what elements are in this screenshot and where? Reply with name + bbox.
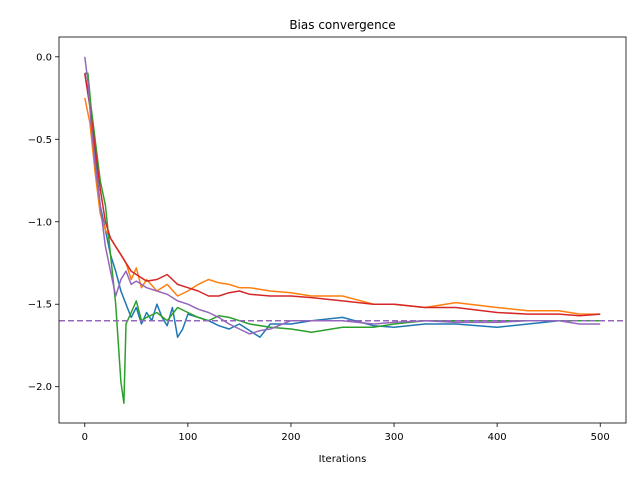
x-tick-label: 100: [178, 432, 197, 443]
y-tick-label: −2.0: [28, 382, 52, 393]
chart-title: Bias convergence: [289, 18, 395, 32]
x-axis-ticks: 0 100 200 300 400 500: [82, 423, 610, 443]
x-tick-label: 200: [281, 432, 300, 443]
x-tick-label: 500: [591, 432, 610, 443]
y-tick-label: −1.5: [28, 300, 52, 311]
x-axis-label: Iterations: [319, 454, 367, 465]
axes-frame: [58, 36, 627, 424]
x-tick-label: 400: [488, 432, 507, 443]
y-tick-label: −1.0: [28, 217, 52, 228]
series-line-4: [84, 73, 601, 317]
series-line-1: [84, 73, 601, 338]
x-tick-label: 300: [384, 432, 403, 443]
plot-lines: [59, 56, 626, 404]
x-tick-label: 0: [82, 432, 88, 443]
y-tick-label: 0.0: [36, 52, 52, 63]
series-line-5: [84, 56, 601, 335]
series-line-2: [84, 97, 601, 315]
series-line-3: [84, 72, 601, 404]
y-axis-ticks: 0.0 −0.5 −1.0 −1.5 −2.0: [28, 52, 59, 393]
y-tick-label: −0.5: [28, 135, 52, 146]
